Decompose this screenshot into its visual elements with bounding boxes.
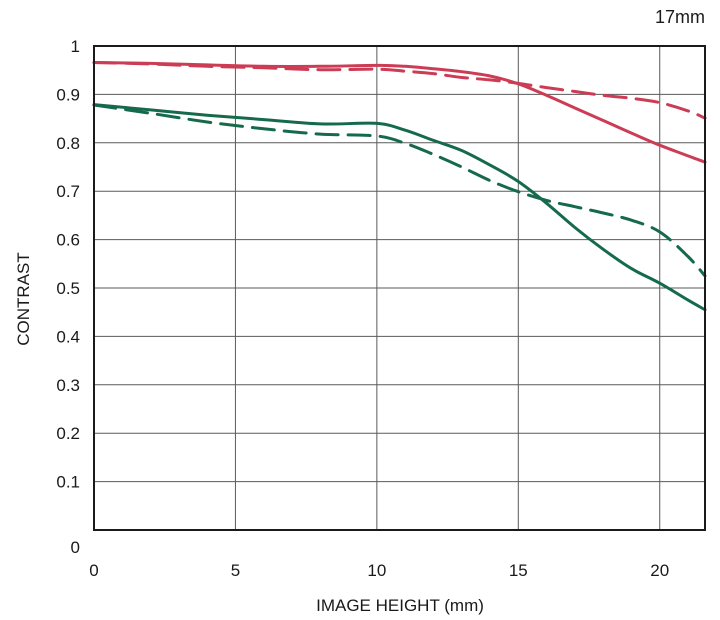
- y-tick-label: 0.1: [56, 473, 80, 492]
- plot-frame: [93, 45, 706, 531]
- grid: [94, 46, 705, 530]
- x-tick-label: 20: [650, 561, 669, 580]
- series-line-2-dashed: [92, 61, 707, 120]
- x-tick-label: 15: [509, 561, 528, 580]
- y-tick-label: 0.4: [56, 327, 80, 346]
- y-tick-label: 0.8: [56, 134, 80, 153]
- y-tick-label: 0.2: [56, 424, 80, 443]
- x-tick-label: 5: [231, 561, 240, 580]
- y-tick-label: 0: [71, 538, 80, 557]
- series-line-3-solid: [92, 103, 707, 312]
- chart-title: 17mm: [655, 7, 705, 27]
- y-tick-label: 0.7: [56, 182, 80, 201]
- y-tick-label: 1: [71, 37, 80, 56]
- y-tick-label: 0.9: [56, 85, 80, 104]
- x-tick-label: 10: [367, 561, 386, 580]
- y-tick-label: 0.5: [56, 279, 80, 298]
- y-axis-title: CONTRAST: [14, 252, 33, 346]
- y-tick-labels: 0 0.1 0.2 0.3 0.4 0.5 0.6 0.7 0.8 0.9 1: [56, 37, 80, 557]
- y-tick-label: 0.6: [56, 231, 80, 250]
- x-tick-label: 0: [89, 561, 98, 580]
- series-lines: [92, 61, 707, 312]
- y-tick-label: 0.3: [56, 376, 80, 395]
- series-line-4-dashed: [92, 103, 707, 278]
- x-tick-labels: 0 5 10 15 20: [89, 561, 669, 580]
- x-axis-title: IMAGE HEIGHT (mm): [316, 596, 484, 615]
